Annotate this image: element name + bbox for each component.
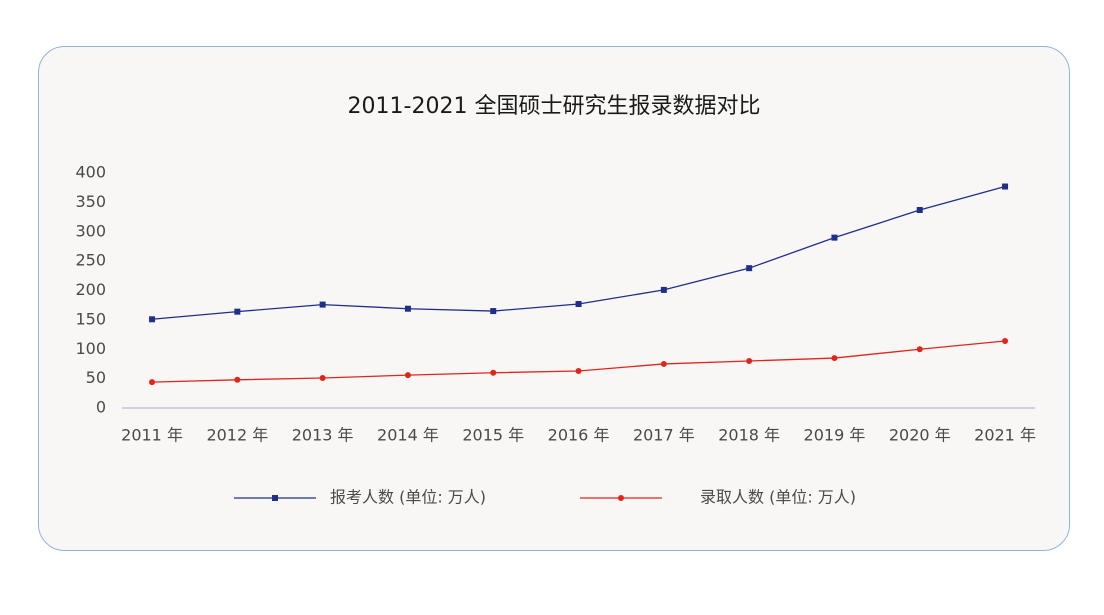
marker [1002, 183, 1009, 190]
x-tick-label: 2014 年 [377, 426, 439, 445]
marker [916, 207, 923, 214]
x-tick-label: 2016 年 [548, 426, 610, 445]
x-tick-label: 2012 年 [206, 426, 268, 445]
y-tick-label: 400 [75, 163, 106, 182]
x-tick-label: 2015 年 [462, 426, 524, 445]
x-tick-label: 2013 年 [292, 426, 354, 445]
x-tick-label: 2021 年 [974, 426, 1036, 445]
marker [149, 316, 156, 323]
marker [490, 369, 497, 376]
chart-title: 2011-2021 全国硕士研究生报录数据对比 [348, 94, 761, 119]
marker [831, 355, 838, 362]
marker [404, 305, 411, 312]
marker [746, 358, 753, 364]
x-tick-label: 2017 年 [633, 426, 695, 445]
x-tick-label: 2011 年 [121, 426, 183, 445]
x-tick-label: 2018 年 [718, 426, 780, 445]
marker [319, 301, 326, 308]
marker [234, 376, 241, 383]
y-tick-label: 0 [96, 398, 106, 417]
x-tick-label: 2019 年 [804, 426, 866, 445]
marker [319, 375, 326, 382]
legend-label: 报考人数 (单位: 万人) [330, 488, 486, 507]
y-tick-label: 150 [75, 309, 106, 328]
y-tick-label: 300 [75, 221, 106, 240]
marker [618, 495, 624, 501]
marker [1002, 338, 1009, 345]
marker [575, 367, 582, 374]
marker [404, 372, 411, 379]
marker [746, 265, 753, 272]
marker [831, 234, 838, 241]
y-tick-label: 100 [75, 339, 106, 358]
marker [234, 308, 241, 315]
marker [916, 346, 923, 353]
panel [38, 46, 1070, 551]
marker [660, 360, 667, 367]
marker [575, 301, 582, 308]
y-tick-label: 200 [75, 280, 106, 299]
marker [490, 308, 497, 315]
marker [660, 286, 667, 293]
y-tick-label: 350 [75, 192, 106, 211]
marker [272, 495, 278, 501]
marker [149, 379, 156, 386]
x-tick-label: 2020 年 [889, 426, 951, 445]
y-tick-label: 50 [86, 368, 106, 387]
legend-label: 录取人数 (单位: 万人) [700, 488, 856, 507]
y-tick-label: 250 [75, 251, 106, 270]
